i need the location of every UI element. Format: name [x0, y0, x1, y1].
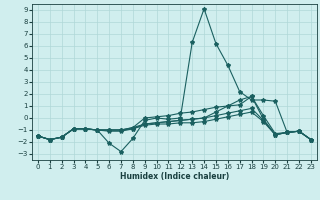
X-axis label: Humidex (Indice chaleur): Humidex (Indice chaleur) [120, 172, 229, 181]
